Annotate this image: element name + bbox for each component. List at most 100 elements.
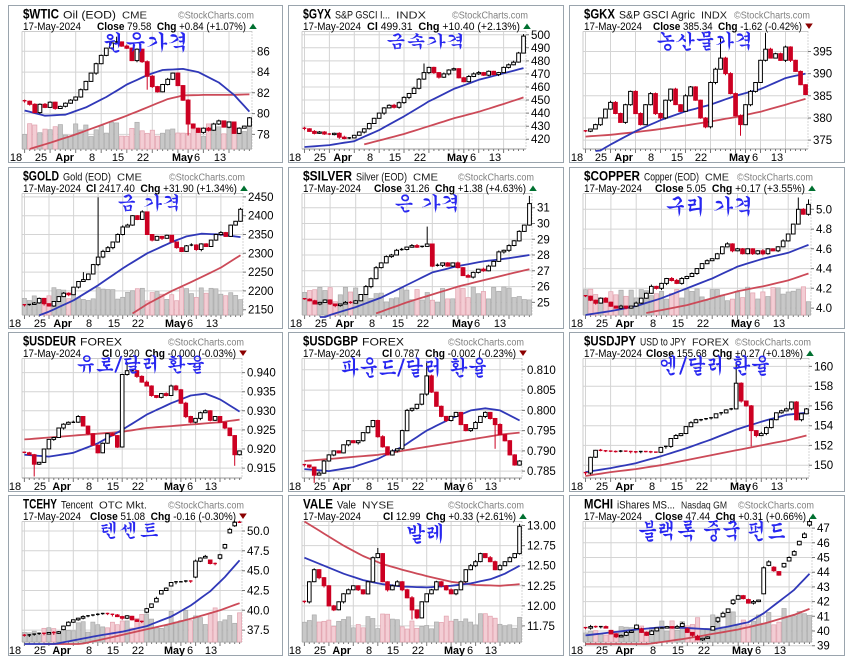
svg-text:18: 18 [289,481,301,492]
svg-text:S&P GSCI Agric: S&P GSCI Agric [619,10,695,22]
svg-text:2200: 2200 [248,286,274,298]
svg-text:156: 156 [814,401,833,413]
svg-text:©StockCharts.com: ©StockCharts.com [169,173,245,184]
svg-text:29: 29 [537,234,550,246]
svg-text:6: 6 [470,152,476,163]
svg-text:82: 82 [257,88,270,100]
svg-text:40.0: 40.0 [247,605,269,617]
svg-text:Apr: Apr [53,318,72,329]
svg-text:6: 6 [755,645,761,656]
svg-text:May: May [730,481,751,492]
svg-text:26: 26 [537,282,550,294]
svg-text:154: 154 [814,421,834,433]
svg-text:47: 47 [817,523,830,535]
svg-text:46: 46 [817,538,830,550]
svg-text:17-May-2024: 17-May-2024 [584,21,642,33]
svg-text:375: 375 [813,135,832,147]
svg-text:May: May [165,318,186,329]
svg-text:$GYX: $GYX [303,7,331,22]
svg-text:FOREX: FOREX [692,338,729,349]
svg-text:17-May-2024: 17-May-2024 [23,21,81,33]
svg-text:6: 6 [194,152,200,163]
svg-text:8: 8 [86,318,92,329]
svg-text:8: 8 [367,152,373,163]
svg-text:2400: 2400 [248,211,274,223]
svg-text:$USDEUR: $USDEUR [23,334,76,349]
svg-text:158: 158 [814,381,833,393]
svg-text:4.4: 4.4 [816,264,833,276]
svg-text:37.5: 37.5 [247,625,269,637]
svg-text:86: 86 [257,46,270,58]
svg-text:18: 18 [571,318,583,329]
svg-text:5.0: 5.0 [816,204,832,216]
svg-text:6: 6 [754,318,760,329]
svg-text:May: May [447,152,468,163]
svg-text:OTC Mkt.: OTC Mkt. [99,501,147,512]
svg-text:31: 31 [537,203,550,215]
svg-text:$GKX: $GKX [584,7,615,22]
svg-text:13: 13 [214,152,226,163]
svg-text:Apr: Apr [52,481,71,492]
svg-text:25: 25 [595,152,607,163]
svg-text:17-May-2024: 17-May-2024 [303,183,361,195]
svg-text:390: 390 [813,69,832,81]
svg-text:13: 13 [205,481,217,492]
svg-text:17-May-2024: 17-May-2024 [584,511,642,523]
svg-text:13: 13 [774,645,786,656]
svg-text:385: 385 [813,91,832,103]
svg-text:13: 13 [489,152,501,163]
svg-text:15: 15 [392,318,404,329]
svg-text:13: 13 [771,481,783,492]
svg-text:Vale: Vale [337,500,356,512]
svg-text:Cl 0.787 Chg -0.002 (-0.23%): Cl 0.787 Chg -0.002 (-0.23%) [382,348,516,360]
svg-text:490: 490 [531,43,550,55]
svg-text:0.915: 0.915 [247,463,276,475]
svg-text:2150: 2150 [248,305,274,317]
svg-text:8: 8 [648,152,654,163]
svg-text:12.25: 12.25 [527,581,556,593]
svg-text:Copper (EOD): Copper (EOD) [644,172,699,184]
svg-text:May: May [452,318,473,329]
svg-text:18: 18 [9,318,21,329]
svg-text:12.50: 12.50 [527,561,556,573]
svg-text:13: 13 [771,152,783,163]
svg-text:80: 80 [257,109,270,121]
svg-text:160: 160 [814,361,833,373]
svg-text:22: 22 [695,152,707,163]
svg-text:25: 25 [34,481,46,492]
svg-text:27: 27 [537,266,550,278]
svg-text:40: 40 [817,626,830,638]
svg-text:395: 395 [813,47,832,59]
svg-text:380: 380 [813,113,832,125]
svg-text:4.8: 4.8 [816,224,832,236]
svg-text:4.0: 4.0 [816,303,832,315]
svg-text:2300: 2300 [248,248,274,260]
svg-text:INDX: INDX [396,11,426,22]
svg-text:8: 8 [366,481,372,492]
svg-text:0.940: 0.940 [247,368,276,380]
svg-text:0.920: 0.920 [247,444,276,456]
svg-text:Close 51.08 Chg -0.16 (-0.30%): Close 51.08 Chg -0.16 (-0.30%) [90,511,236,523]
svg-text:22: 22 [417,318,429,329]
svg-text:$COPPER: $COPPER [584,169,640,184]
svg-text:VALE: VALE [303,497,333,512]
svg-text:17-May-2024: 17-May-2024 [23,183,81,195]
svg-text:17-May-2024: 17-May-2024 [23,511,81,523]
svg-text:Close 31.26 Chg +1.38 (+4.63%): Close 31.26 Chg +1.38 (+4.63%) [374,183,526,195]
svg-text:18: 18 [9,481,21,492]
svg-text:15: 15 [387,645,399,656]
svg-text:22: 22 [132,645,144,656]
svg-text:8: 8 [86,481,92,492]
svg-text:42.5: 42.5 [247,586,269,598]
svg-text:Oil (EOD): Oil (EOD) [63,10,116,22]
svg-text:39: 39 [817,641,830,653]
svg-text:18: 18 [571,152,583,163]
svg-text:0.790: 0.790 [527,446,556,458]
svg-text:6: 6 [187,481,193,492]
svg-text:13: 13 [485,481,497,492]
svg-text:18: 18 [289,152,301,163]
svg-text:47.5: 47.5 [247,546,269,558]
svg-text:CME: CME [122,11,147,22]
svg-text:©StockCharts.com: ©StockCharts.com [448,338,524,349]
svg-text:Apr: Apr [614,152,633,163]
